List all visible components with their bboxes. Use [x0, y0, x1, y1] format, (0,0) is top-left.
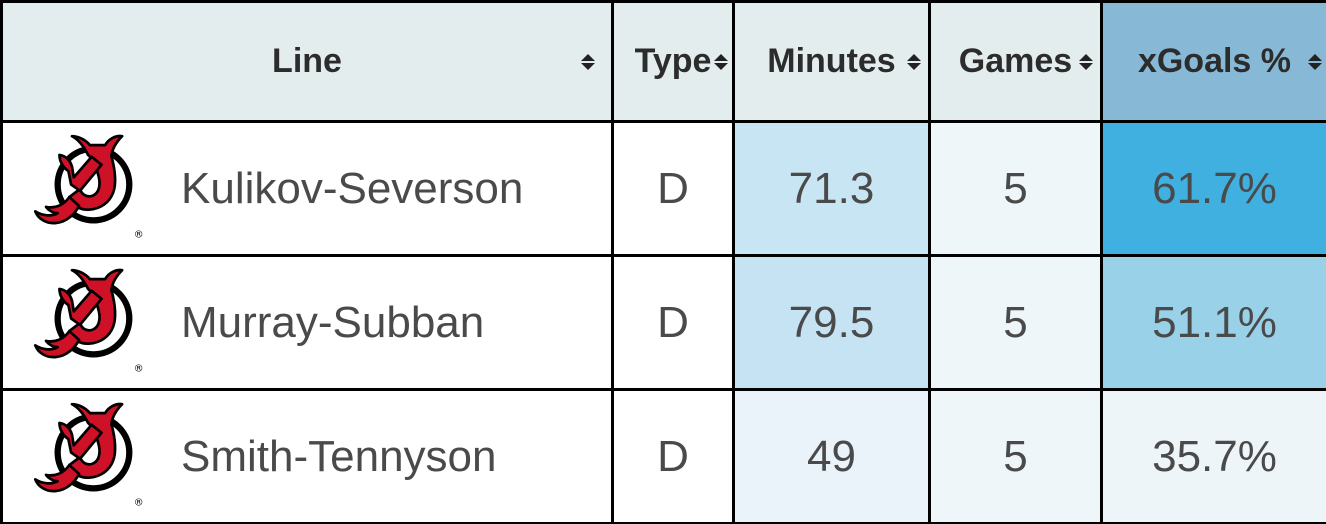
sort-icon — [714, 53, 728, 70]
team-logo-nj-devils-icon — [29, 401, 149, 513]
games-cell: 5 — [928, 120, 1103, 257]
column-header-type-label: Type — [634, 42, 712, 80]
line-cell: Kulikov-Severson — [0, 120, 614, 257]
header-row: Line Type Minutes Games xGoals % — [0, 0, 1326, 123]
minutes-cell: 49 — [732, 388, 931, 524]
sort-up-triangle-icon — [1308, 53, 1322, 61]
column-header-type[interactable]: Type — [611, 0, 735, 123]
column-header-minutes-label: Minutes — [767, 42, 896, 80]
minutes-cell: 71.3 — [732, 120, 931, 257]
sort-up-triangle-icon — [907, 53, 921, 61]
games-cell: 5 — [928, 254, 1103, 391]
sort-down-triangle-icon — [1079, 62, 1093, 70]
type-cell: D — [611, 120, 735, 257]
line-cell: Murray-Subban — [0, 254, 614, 391]
column-header-xgoals-active-sort[interactable]: xGoals % — [1100, 0, 1326, 123]
sort-down-triangle-icon — [1308, 62, 1322, 70]
sort-icon — [581, 53, 595, 70]
xgoals-cell: 61.7% — [1100, 120, 1326, 257]
sort-down-triangle-icon — [714, 62, 728, 70]
table-row: Smith-Tennyson D 49 5 35.7% — [0, 388, 1326, 524]
line-name: Kulikov-Severson — [181, 163, 524, 213]
team-logo-nj-devils-icon — [29, 133, 149, 245]
column-header-xgoals-label: xGoals % — [1137, 42, 1292, 80]
line-name: Murray-Subban — [181, 297, 485, 347]
column-header-line-label: Line — [272, 42, 342, 80]
line-cell: Smith-Tennyson — [0, 388, 614, 524]
xgoals-cell: 51.1% — [1100, 254, 1326, 391]
sort-down-triangle-icon — [581, 62, 595, 70]
sort-up-triangle-icon — [714, 53, 728, 61]
table-row: Kulikov-Severson D 71.3 5 61.7% — [0, 120, 1326, 257]
sort-up-triangle-icon — [1079, 53, 1093, 61]
sort-icon — [907, 53, 921, 70]
type-cell: D — [611, 388, 735, 524]
sort-up-triangle-icon — [581, 53, 595, 61]
column-header-line[interactable]: Line — [0, 0, 614, 123]
table-row: Murray-Subban D 79.5 5 51.1% — [0, 254, 1326, 391]
line-name: Smith-Tennyson — [181, 431, 497, 481]
column-header-minutes[interactable]: Minutes — [732, 0, 931, 123]
xgoals-cell: 35.7% — [1100, 388, 1326, 524]
sort-down-triangle-icon — [907, 62, 921, 70]
column-header-games-label: Games — [958, 42, 1073, 80]
minutes-cell: 79.5 — [732, 254, 931, 391]
games-cell: 5 — [928, 388, 1103, 524]
sort-icon — [1308, 53, 1322, 70]
column-header-games[interactable]: Games — [928, 0, 1103, 123]
sort-icon — [1079, 53, 1093, 70]
type-cell: D — [611, 254, 735, 391]
team-logo-nj-devils-icon — [29, 267, 149, 379]
